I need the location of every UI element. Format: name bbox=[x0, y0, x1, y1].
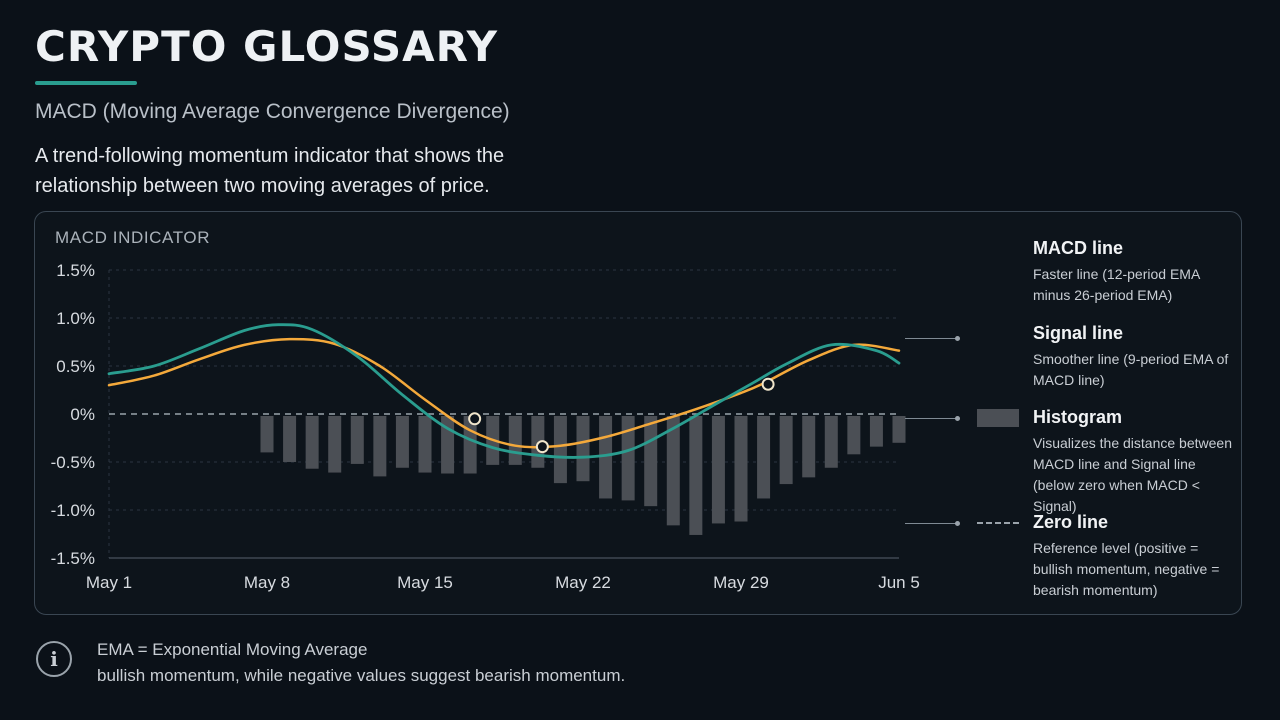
title-underline bbox=[35, 81, 137, 85]
y-tick-label: -1.5% bbox=[51, 549, 95, 568]
y-tick-label: 1.5% bbox=[56, 261, 95, 280]
y-tick-label: -1.0% bbox=[51, 501, 95, 520]
macd-line bbox=[107, 323, 901, 459]
y-tick-label: 0% bbox=[70, 405, 95, 424]
footnote-line-2: bullish momentum, while negative values … bbox=[97, 666, 626, 685]
histogram-bar bbox=[869, 416, 883, 447]
macd-chart: 1.5% 1.0% 0.5% 0% -0.5% -1.0% -1.5% May 1 May 8 M… bbox=[51, 261, 920, 592]
x-tick-label: May 15 bbox=[397, 573, 453, 592]
histogram-bar bbox=[463, 416, 477, 474]
histogram-bar bbox=[757, 416, 771, 499]
page-subtitle: MACD (Moving Average Convergence Diverge… bbox=[35, 100, 510, 123]
y-tick-label: 0.5% bbox=[56, 357, 95, 376]
macd-chart-panel: MACD INDICATOR 1.5% 1.0% 0.5% 0% -0.5% -1.0% -… bbox=[34, 211, 1242, 615]
histogram-bar bbox=[283, 416, 297, 462]
x-tick-label: May 22 bbox=[555, 573, 611, 592]
info-icon: i bbox=[36, 641, 72, 677]
histogram-bar bbox=[711, 416, 725, 524]
histogram-bar bbox=[802, 416, 816, 478]
histogram-bar bbox=[644, 416, 658, 507]
histogram-bar bbox=[305, 416, 319, 469]
histogram-bar bbox=[689, 416, 703, 535]
x-tick-label: Jun 5 bbox=[878, 573, 920, 592]
crossover-marker bbox=[468, 412, 482, 426]
x-tick-label: May 29 bbox=[713, 573, 769, 592]
crossover-marker bbox=[761, 377, 775, 391]
histogram-bar bbox=[553, 416, 567, 484]
histogram-bar bbox=[621, 416, 635, 501]
histogram-bar bbox=[395, 416, 409, 468]
panel-label: MACD INDICATOR bbox=[55, 228, 211, 247]
histogram-bar bbox=[599, 416, 613, 499]
histogram-bar bbox=[779, 416, 793, 485]
footnote-line-1: EMA = Exponential Moving Average bbox=[97, 640, 368, 659]
histogram-bar bbox=[260, 416, 274, 453]
x-tick-label: May 8 bbox=[244, 573, 290, 592]
histogram-bar bbox=[508, 416, 522, 465]
histogram-bar bbox=[328, 416, 342, 473]
page-title: CRYPTO GLOSSARY bbox=[35, 22, 499, 71]
histogram-bar bbox=[373, 416, 387, 477]
histogram-bar bbox=[824, 416, 838, 468]
x-tick-label: May 1 bbox=[86, 573, 132, 592]
histogram-bar bbox=[576, 416, 590, 482]
crossover-marker bbox=[535, 440, 549, 454]
y-tick-label: 1.0% bbox=[56, 309, 95, 328]
histogram-bar bbox=[892, 416, 906, 443]
histogram-bar bbox=[734, 416, 748, 522]
histogram-bar bbox=[418, 416, 432, 473]
histogram-bar bbox=[666, 416, 680, 526]
histogram-bar bbox=[847, 416, 861, 455]
y-tick-label: -0.5% bbox=[51, 453, 95, 472]
histogram-bar bbox=[350, 416, 364, 464]
page-description: A trend-following momentum indicator tha… bbox=[35, 145, 505, 197]
